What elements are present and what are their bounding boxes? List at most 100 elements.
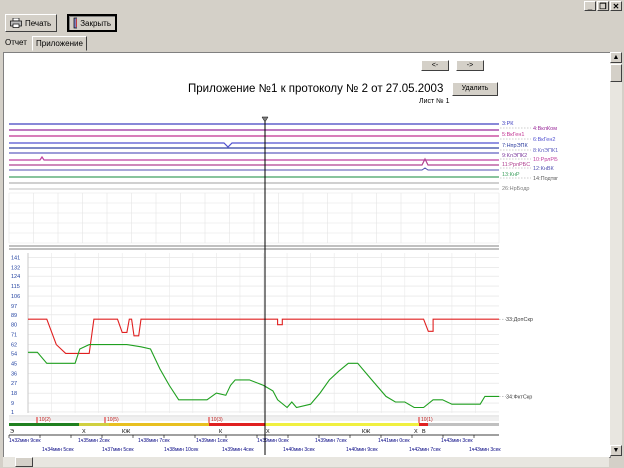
signal-label: 6:ВкГен2 — [533, 137, 555, 143]
phase-segment — [9, 423, 79, 426]
signal-label: 11:РрлРБС — [502, 162, 530, 168]
series-line — [28, 318, 499, 354]
signal-label: 3:РК — [502, 121, 514, 127]
phase-marker: Х — [266, 429, 270, 435]
series-label: 33:ДопСкр — [506, 317, 533, 323]
restore-button[interactable]: ❐ — [597, 1, 609, 11]
series-labels: 33:ДопСкр 34:ФктСкр — [499, 317, 533, 400]
event-track — [9, 417, 499, 421]
y-tick-label: 71 — [11, 333, 17, 339]
phase-marker: КЖ — [362, 429, 370, 435]
close-window-button[interactable]: ✕ — [610, 1, 622, 11]
y-tick-label: 141 — [11, 255, 20, 261]
event-strip: 10(2) 10(5) 10(3) 10(1)Э Х КЖ К Х КЖ Х В — [9, 415, 499, 435]
y-tick-label: 18 — [11, 391, 17, 397]
cursor-handle[interactable] — [261, 116, 269, 123]
delete-button[interactable]: Удалить — [452, 82, 498, 96]
series-label: 34:ФктСкр — [506, 394, 532, 400]
scroll-down-arrow[interactable]: ▼ — [610, 445, 622, 456]
phase-segment — [209, 423, 265, 426]
signal-label: 5:ВкГен1 — [502, 132, 524, 138]
time-label-top: 1ч39мин 1сек — [196, 438, 228, 444]
close-label: Закрыть — [80, 18, 111, 28]
toolbar: Печать Закрыть — [0, 12, 624, 34]
y-tick-label: 45 — [11, 361, 17, 367]
tab-appendix[interactable]: Приложение — [32, 36, 87, 51]
time-label-bottom: 1ч40мин 9сек — [346, 447, 378, 453]
hscroll-thumb[interactable] — [15, 457, 33, 467]
time-label-bottom: 1ч37мин 5сек — [102, 447, 134, 453]
event-label: 10(1) — [421, 417, 433, 423]
horizontal-scrollbar[interactable] — [3, 457, 609, 467]
y-axis: 141 132 124 115 106 97 89 80 71 62 54 45 36 27 18 9 1 — [11, 253, 29, 416]
print-button[interactable]: Печать — [5, 14, 57, 32]
y-tick-label: 89 — [11, 313, 17, 319]
phase-marker: Х — [414, 429, 418, 435]
time-label-top: 1ч38мин 7сек — [138, 438, 170, 444]
signal-line-knvk — [9, 167, 499, 171]
phase-segment — [109, 423, 209, 426]
page-title: Приложение №1 к протоколу № 2 от 27.05.2… — [188, 83, 444, 95]
y-tick-label: 132 — [11, 265, 20, 271]
phase-marker: Х — [82, 429, 86, 435]
signal-label: 9:КлЭПК2 — [502, 153, 527, 159]
y-tick-label: 115 — [11, 284, 20, 290]
phase-segment — [79, 423, 109, 426]
signal-label: 7:НпрЭПК — [502, 143, 529, 149]
signal-line-vkgen2 — [9, 142, 499, 148]
scroll-thumb[interactable] — [610, 64, 622, 82]
y-tick-label: 54 — [11, 351, 17, 357]
signal-line-rrlrbs — [9, 157, 499, 166]
signal-label: 26:НрБодр — [502, 186, 530, 192]
signal-label: 8:КлЭПК1 — [533, 148, 558, 154]
signal-label: 12:КнВК — [533, 166, 555, 172]
y-tick-label: 1 — [11, 410, 14, 416]
time-label-bottom: 1ч42мин 7сек — [409, 447, 441, 453]
minimize-button[interactable]: _ — [584, 1, 596, 11]
scroll-up-arrow[interactable]: ▲ — [610, 52, 622, 63]
time-label-bottom: 1ч39мин 4сек — [222, 447, 254, 453]
printer-icon — [10, 18, 22, 28]
y-tick-label: 36 — [11, 371, 17, 377]
signal-line-rrlrb — [9, 155, 499, 161]
timeline: 1ч32мин 9сек 1ч35мин 2сек 1ч38мин 7сек 1ч39… — [8, 434, 501, 453]
event-label: 10(3) — [211, 417, 223, 423]
phase-marker: КЖ — [122, 429, 130, 435]
time-label-bottom: 1ч34мин 5сек — [42, 447, 74, 453]
signal-labels: 3:РК 4:ВклКом 5:ВкГен1 6:ВкГен2 7:НпрЭПК 8:Кл… — [500, 121, 558, 192]
time-label-top: 1ч39мин 7сек — [315, 438, 347, 444]
sheet-number: Лист № 1 — [419, 98, 450, 105]
time-label-bottom: 1ч40мин 3сек — [283, 447, 315, 453]
close-report-button[interactable]: Закрыть — [67, 14, 117, 32]
prev-page-button[interactable]: <- — [421, 60, 449, 71]
signal-label: 13:КнР — [502, 172, 520, 178]
analog-grid — [27, 253, 499, 413]
signal-lanes — [9, 123, 499, 190]
y-tick-label: 106 — [11, 294, 20, 300]
phase-segment — [428, 423, 499, 426]
event-label: 10(2) — [39, 417, 51, 423]
y-tick-label: 27 — [11, 381, 17, 387]
y-tick-label: 124 — [11, 274, 20, 280]
signal-label: 4:ВклКом — [533, 126, 557, 132]
time-label-top: 1ч39мин 0сек — [257, 438, 289, 444]
phase-segment — [265, 423, 419, 426]
tab-report[interactable]: Отчет — [5, 38, 27, 47]
phase-marker: К — [219, 429, 223, 435]
time-label-bottom: 1ч43мин 3сек — [469, 447, 501, 453]
report-sheet: <- -> Приложение №1 к протоколу № 2 от 2… — [3, 52, 611, 458]
time-label-bottom: 1ч38мин 10сек — [164, 447, 199, 453]
y-tick-label: 97 — [11, 304, 17, 310]
next-page-button[interactable]: -> — [456, 60, 484, 71]
signal-label: 14:Подтвг — [533, 176, 558, 182]
tab-strip: Отчет Приложение — [0, 36, 624, 51]
time-label-top: 1ч32мин 9сек — [9, 438, 41, 444]
window-controls: _ ❐ ✕ — [584, 1, 622, 11]
recording-chart: 3:РК 4:ВклКом 5:ВкГен1 6:ВкГен2 7:НпрЭПК 8:Кл… — [8, 116, 558, 455]
vertical-scrollbar[interactable]: ▲ ▼ — [610, 52, 622, 456]
series-line — [28, 344, 499, 409]
y-tick-label: 62 — [11, 343, 17, 349]
event-label: 10(5) — [107, 417, 119, 423]
print-label: Печать — [25, 18, 52, 28]
analog-series — [28, 318, 499, 409]
